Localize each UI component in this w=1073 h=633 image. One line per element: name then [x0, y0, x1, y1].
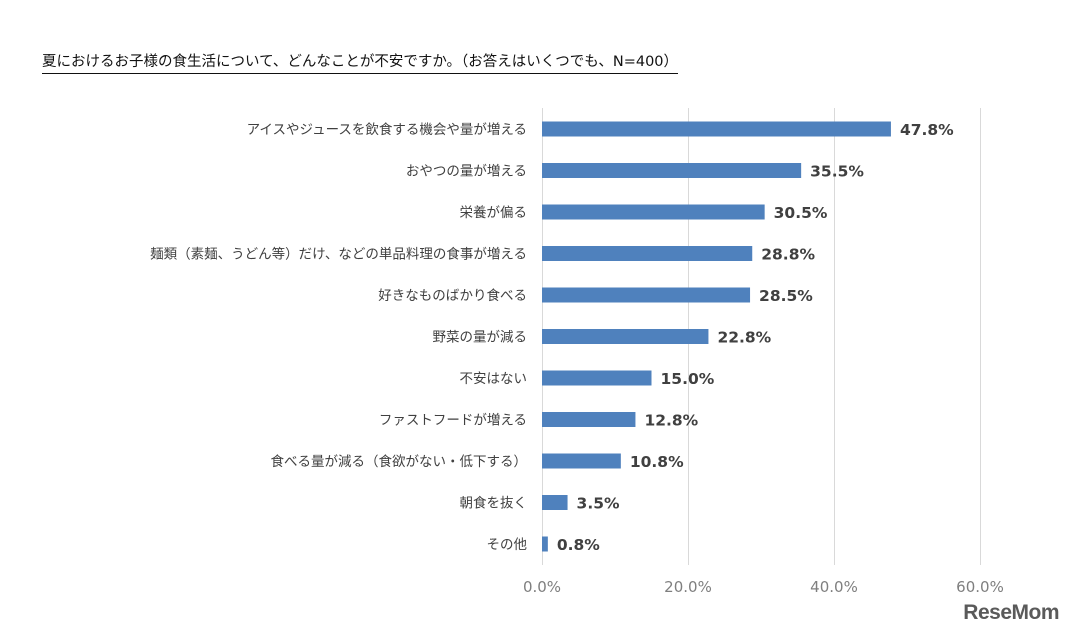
- value-labels: 47.8% 35.5% 30.5% 28.8% 28.5% 22.8% 15.0% 12.8%…: [557, 121, 954, 554]
- value-label: 3.5%: [577, 495, 620, 513]
- category-label: 栄養が偏る: [460, 204, 528, 221]
- value-label: 12.8%: [644, 412, 698, 430]
- x-axis-ticks: 0.0% 20.0% 40.0% 60.0%: [523, 578, 1004, 596]
- value-label: 22.8%: [717, 329, 771, 347]
- value-label: 15.0%: [661, 370, 715, 388]
- x-tick-label: 20.0%: [664, 578, 712, 596]
- bar: [542, 121, 891, 137]
- value-label: 10.8%: [630, 453, 684, 471]
- bar: [542, 163, 802, 178]
- value-label: 30.5%: [774, 204, 828, 222]
- category-label: 食べる量が減る（食欲がない・低下する）: [271, 453, 528, 470]
- value-label: 0.8%: [557, 536, 600, 554]
- value-label: 28.5%: [759, 287, 813, 305]
- bar: [542, 495, 568, 510]
- category-label: 不安はない: [460, 371, 528, 387]
- bar: [542, 453, 621, 469]
- resemom-logo: ReseMom: [963, 601, 1059, 624]
- category-label: 朝食を抜く: [460, 495, 528, 512]
- category-label: 野菜の量が減る: [433, 329, 528, 346]
- x-tick-label: 0.0%: [523, 578, 561, 596]
- bars: [542, 121, 891, 552]
- category-label: 麺類（素麺、うどん等）だけ、などの単品料理の食事が増える: [150, 246, 527, 263]
- chart-title: 夏におけるお子様の食生活について、どんなことが不安ですか。（お答えはいくつでも、…: [42, 50, 679, 74]
- bar: [542, 370, 652, 386]
- category-label: おやつの量が増える: [406, 164, 527, 180]
- bar: [542, 287, 751, 303]
- category-label: その他: [487, 537, 528, 553]
- category-labels: アイスやジュースを飲食する機会や量が増えるおやつの量が増える栄養が偏る麺類（素麺…: [150, 121, 527, 553]
- bar: [542, 412, 636, 427]
- bar: [542, 204, 765, 220]
- category-label: ファストフードが増える: [379, 413, 527, 429]
- category-label: アイスやジュースを飲食する機会や量が増える: [247, 121, 527, 138]
- bar: [542, 536, 548, 552]
- bar: [542, 329, 709, 344]
- x-tick-label: 40.0%: [810, 578, 858, 596]
- category-label: 好きなものばかり食べる: [378, 287, 527, 304]
- x-tick-label: 60.0%: [956, 578, 1004, 596]
- value-label: 47.8%: [900, 121, 954, 139]
- value-label: 35.5%: [810, 163, 864, 181]
- bar: [542, 246, 753, 261]
- value-label: 28.8%: [761, 246, 815, 264]
